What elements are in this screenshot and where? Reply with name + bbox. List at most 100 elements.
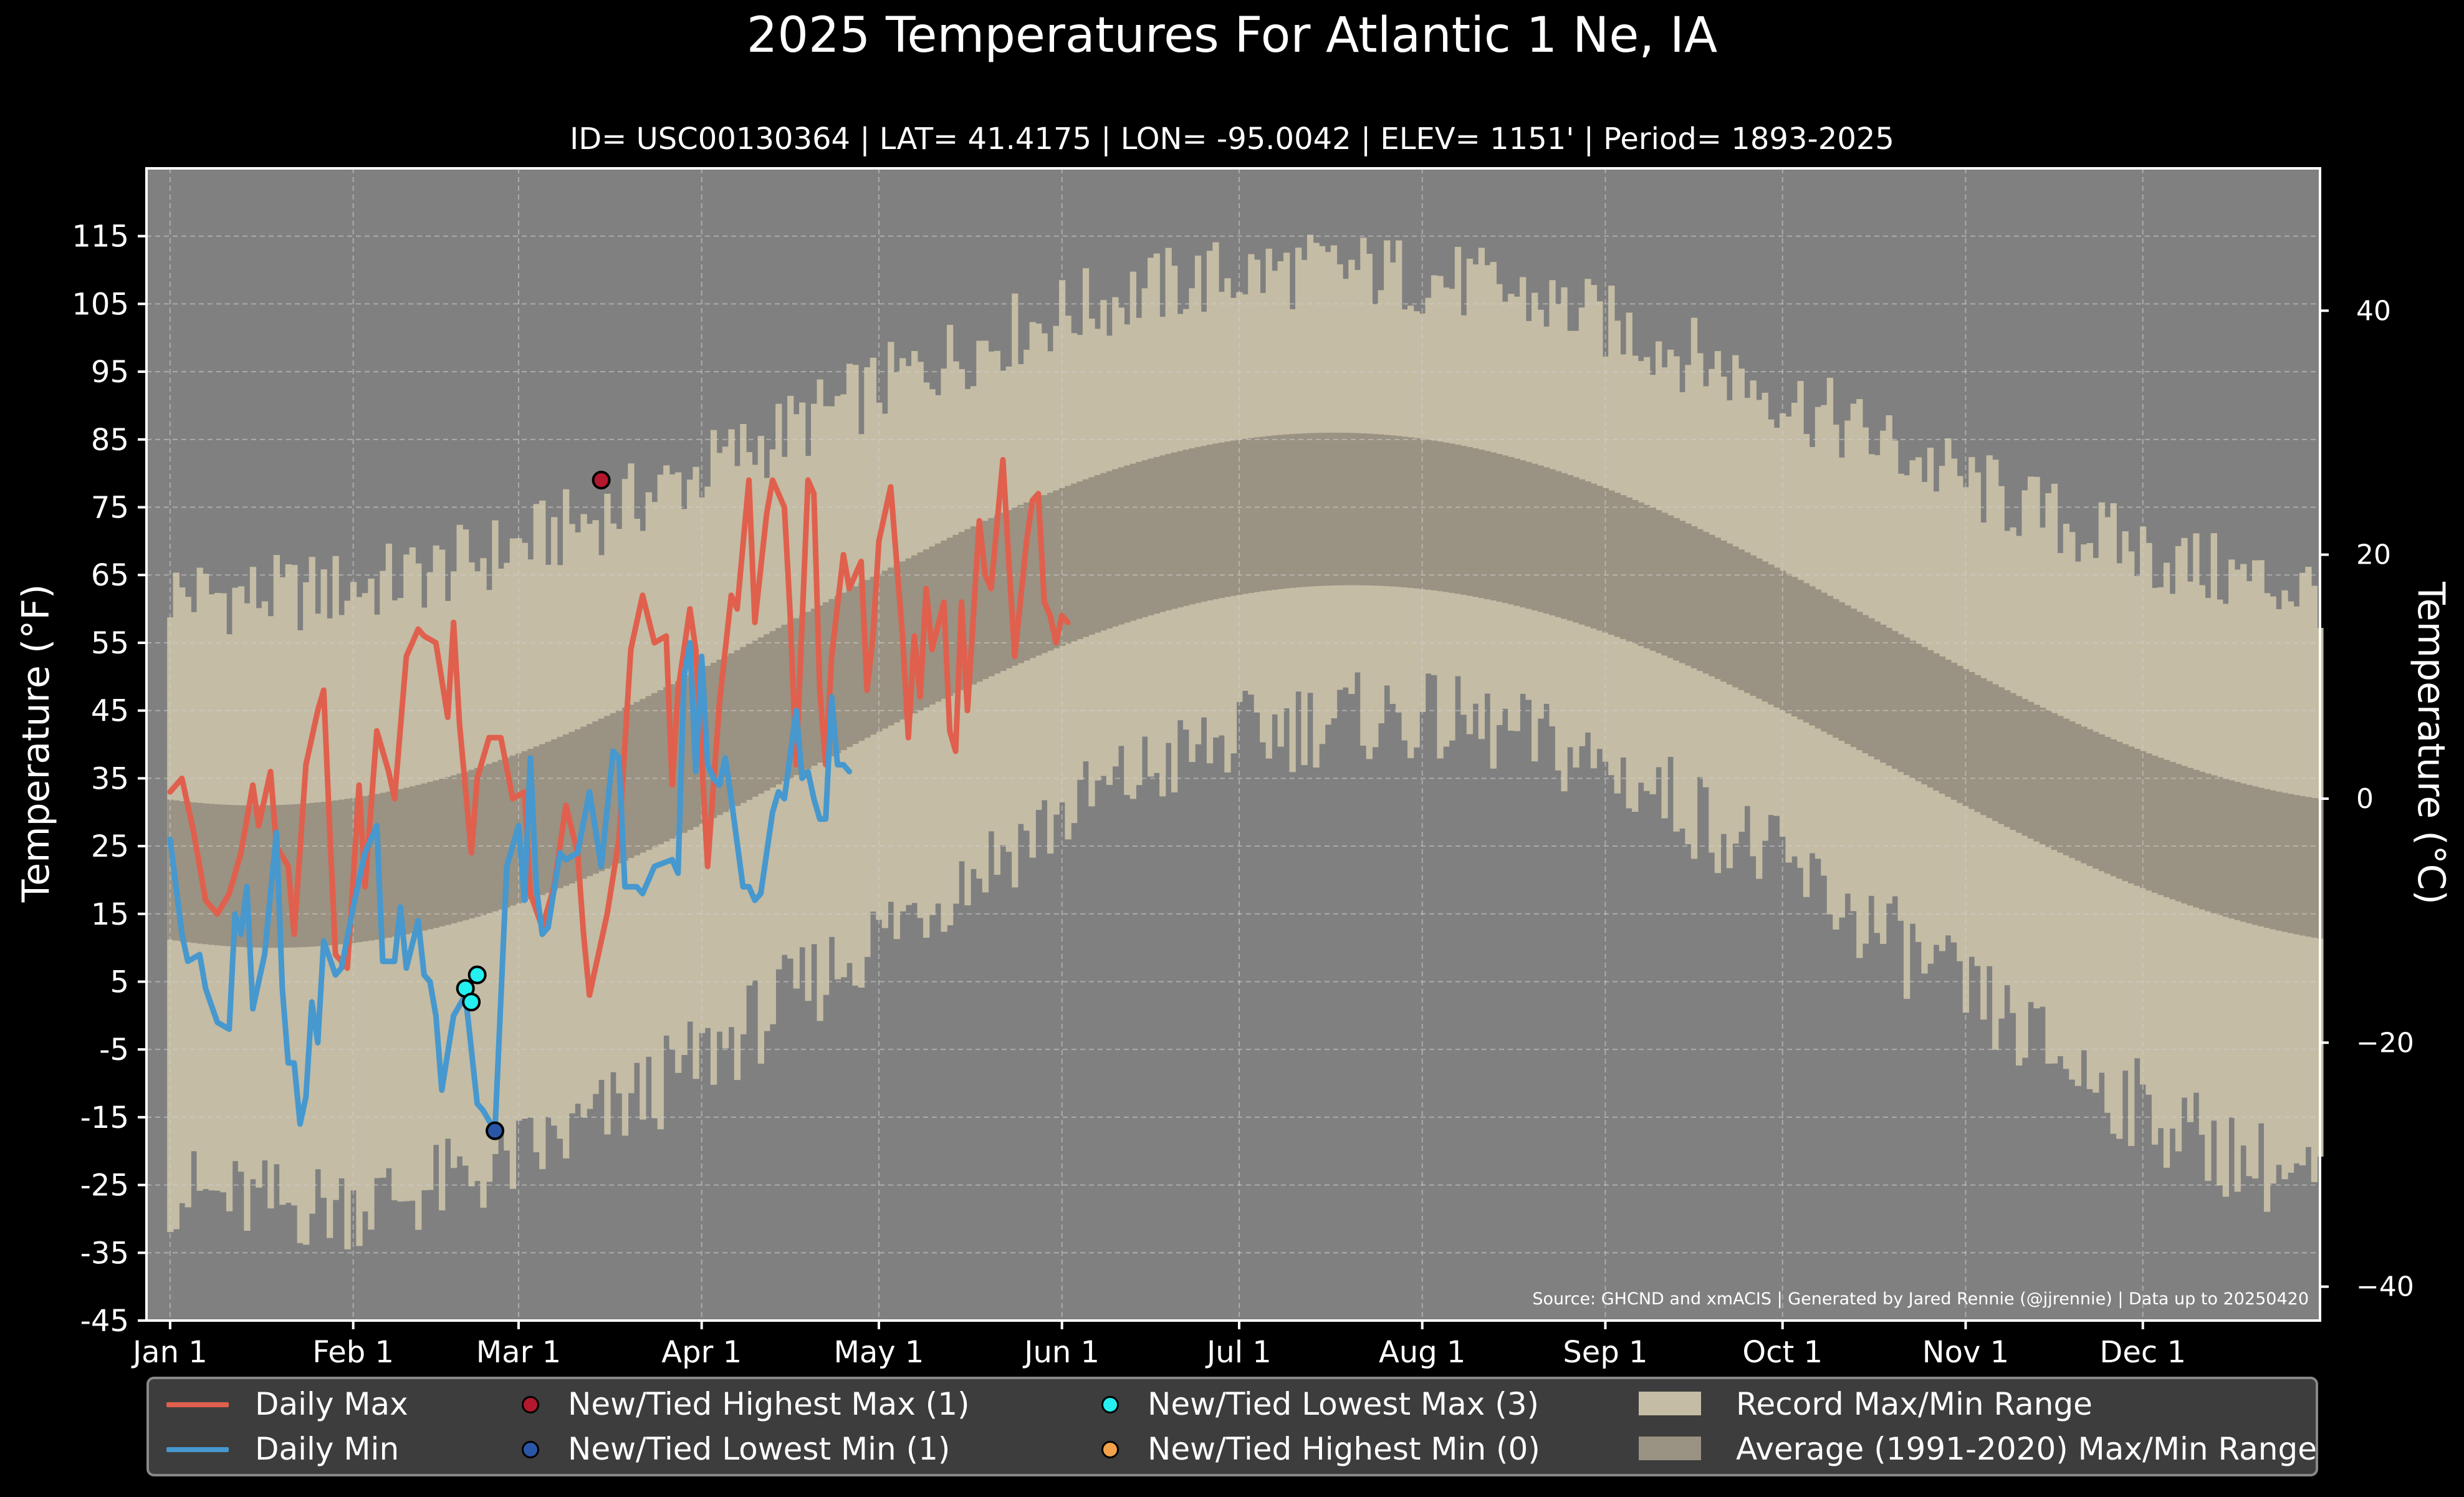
average-range-bar [610,713,617,866]
average-range-bar [2057,716,2064,853]
y-tick-label: 105 [72,287,129,322]
average-range-bar [539,744,546,895]
average-range-bar [191,802,198,943]
daily-max-line [167,456,1071,998]
average-range-bar [1366,433,1373,585]
average-range-bar [1112,469,1119,627]
average-range-bar [1277,435,1284,589]
chart-title: 2025 Temperatures For Atlantic 1 Ne, IA [746,7,1718,64]
average-range-bar [1897,634,1904,773]
average-range-bar [592,721,599,874]
average-range-bar [1773,567,1780,708]
average-range-bar [1236,440,1243,595]
y-tick-label: 45 [91,694,129,729]
x-tick-label: Sep 1 [1563,1335,1647,1370]
legend-daily-min-label: Daily Min [255,1431,400,1467]
new-low-min-marker [486,1121,505,1140]
average-range-bar [1874,621,1881,760]
average-range-bar [769,631,776,788]
average-range-bar [279,804,286,948]
average-range-bar [1301,433,1308,587]
average-range-bar [2104,736,2111,874]
average-range-bar [2081,726,2088,864]
average-range-bar [2004,690,2011,827]
average-range-bar [1201,446,1207,602]
y-tick-label: 35 [91,761,129,796]
average-range-bar [1880,624,1887,763]
average-range-bar [203,803,209,945]
average-range-bar [1602,488,1609,633]
average-range-bar [1756,558,1763,699]
average-range-bar [757,637,764,794]
average-range-bar [1260,436,1267,592]
average-range-bar [1620,495,1627,640]
average-range-bar [1968,671,1975,809]
average-range-bar [1750,555,1757,696]
average-range-bar [1272,435,1278,590]
average-range-bar [1318,433,1326,586]
x-tick-label: Nov 1 [1922,1335,2009,1370]
record-range-swatch [1639,1392,1701,1415]
average-range-bar [2210,775,2217,913]
average-range-bar [1886,628,1892,766]
y-tick-label: 115 [72,219,129,254]
average-range-bar [781,624,788,782]
average-range-bar [994,515,1001,674]
average-range-bar [1637,502,1644,646]
average-range-bar [179,801,186,941]
average-range-bar [1118,467,1125,625]
y-tick-label: 25 [91,829,129,864]
average-range-bar [403,787,410,935]
average-range-bar [1354,433,1361,585]
average-range-bar [1437,441,1444,592]
average-range-bar [1496,454,1503,602]
average-range-bar [1348,433,1355,585]
average-range-bar [391,790,398,937]
average-range-bar [226,804,233,946]
average-range-bar [1023,502,1030,661]
average-range-bar [1520,460,1527,608]
average-range-bar [1525,461,1532,609]
average-range-bar [1656,510,1662,653]
average-range-bar [1141,460,1148,617]
average-range-bar [1974,675,1981,812]
y2-tick-label: −40 [2356,1271,2414,1303]
legend-new-high-max-label: New/Tied Highest Max (1) [568,1386,970,1422]
average-range-bar [651,693,658,847]
average-range-bar [1325,432,1331,586]
average-range-bar [810,609,818,766]
average-range-bar [1053,490,1060,648]
new-low-min-marker-icon [522,1441,539,1458]
average-range-bar [368,795,375,941]
y-tick-label: 65 [91,558,129,593]
average-range-bar [332,800,339,945]
average-range-bar [2205,773,2212,912]
average-range-bar [1797,580,1804,720]
average-range-bar [2010,693,2016,830]
average-range-bar [2187,768,2194,906]
average-range-bar [2033,705,2040,842]
average-range-bar [397,789,404,936]
average-range-bar [1460,446,1467,595]
average-range-bar [208,804,215,945]
average-range-bar [1283,434,1290,589]
average-range-bar [504,758,511,908]
average-range-bar [1088,477,1095,635]
legend-record-range-label: Record Max/Min Range [1736,1386,2092,1422]
average-range-bar [2305,797,2312,937]
y2-tick-label: −20 [2356,1027,2414,1059]
average-range-bar [722,656,729,812]
average-range-bar [1136,461,1143,619]
y2-tick-label: 0 [2356,783,2374,815]
average-range-bar [1803,583,1810,723]
average-range-bar [1714,537,1722,680]
average-range-bar [645,696,652,850]
average-range-bar [2086,729,2093,866]
average-range-bar [1224,441,1231,597]
average-range-bar [2122,744,2129,882]
legend-new-low-max-label: New/Tied Lowest Max (3) [1148,1386,1540,1422]
average-range-bar [2252,786,2259,925]
y-tick-label: -45 [80,1304,129,1339]
average-range-bar [1833,599,1839,738]
average-range-bar [787,621,794,779]
